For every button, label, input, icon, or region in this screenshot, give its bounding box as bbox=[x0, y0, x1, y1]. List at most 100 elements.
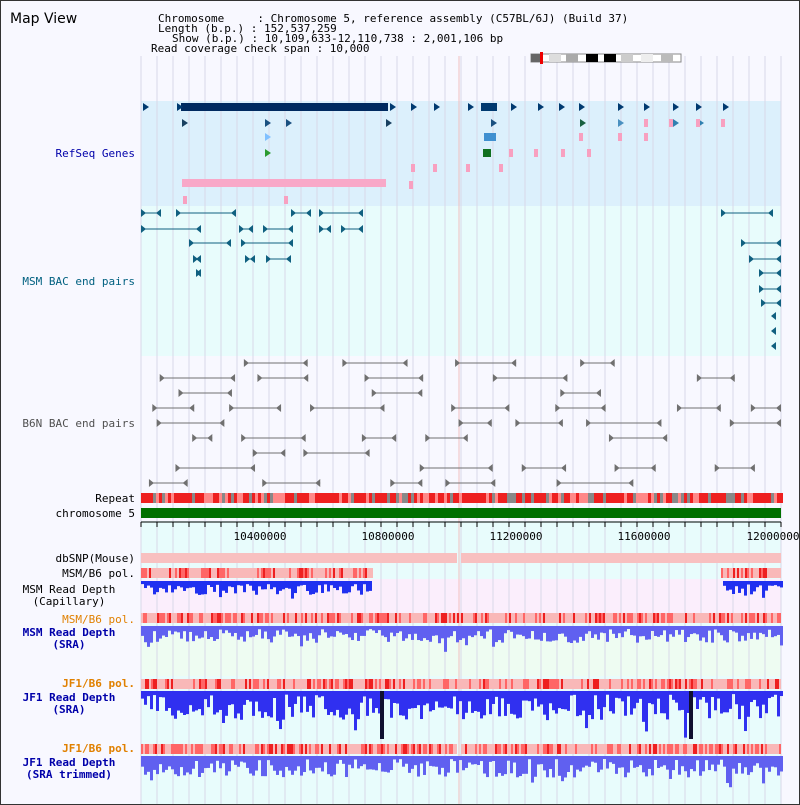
depth-bar bbox=[294, 756, 297, 771]
pol-cell bbox=[545, 613, 547, 623]
depth-bar bbox=[186, 626, 189, 642]
pol-cell bbox=[473, 679, 475, 689]
pol-cell bbox=[155, 679, 157, 689]
pol-cell bbox=[431, 613, 433, 623]
depth-bar bbox=[159, 626, 162, 639]
depth-bar bbox=[384, 691, 387, 700]
pol-cell bbox=[389, 553, 391, 563]
depth-bar bbox=[585, 626, 588, 634]
pol-cell bbox=[713, 744, 715, 754]
pol-cell bbox=[257, 744, 259, 754]
b6n-bac-pair-end bbox=[557, 419, 563, 427]
depth-bar bbox=[762, 626, 765, 635]
depth-bar bbox=[552, 626, 555, 641]
pol-cell bbox=[541, 553, 543, 563]
pol-cell bbox=[773, 553, 775, 563]
pol-cell bbox=[263, 679, 265, 689]
pol-cell bbox=[299, 679, 301, 689]
pol-cell bbox=[725, 744, 727, 754]
depth-bar bbox=[591, 626, 594, 638]
pol-cell bbox=[259, 553, 261, 563]
depth-bar bbox=[234, 691, 237, 719]
pol-cell bbox=[657, 553, 659, 563]
depth-bar bbox=[213, 581, 216, 592]
depth-bar bbox=[726, 626, 729, 643]
depth-bar bbox=[513, 691, 516, 715]
depth-bar bbox=[516, 626, 519, 635]
depth-bar bbox=[225, 581, 228, 593]
pol-cell bbox=[513, 613, 515, 623]
depth-bar bbox=[711, 626, 714, 643]
depth-bar bbox=[411, 626, 414, 640]
repeat-block bbox=[636, 493, 639, 503]
pol-cell bbox=[697, 613, 699, 623]
pol-cell bbox=[545, 679, 547, 689]
depth-bar bbox=[576, 691, 579, 717]
b6n-bac-pair-end bbox=[515, 419, 521, 427]
pol-cell bbox=[529, 553, 531, 563]
pol-cell bbox=[509, 744, 511, 754]
pol-cell bbox=[273, 553, 275, 563]
pol-cell bbox=[417, 553, 419, 563]
pol-cell bbox=[297, 613, 299, 623]
pol-cell bbox=[765, 553, 767, 563]
pol-cell bbox=[617, 744, 619, 754]
pol-cell bbox=[729, 568, 731, 578]
pol-cell bbox=[779, 679, 781, 689]
pol-cell bbox=[529, 613, 531, 623]
repeat-block bbox=[552, 493, 555, 503]
depth-bar bbox=[282, 626, 285, 630]
pol-cell bbox=[245, 613, 247, 623]
depth-bar bbox=[363, 581, 366, 585]
pol-cell bbox=[725, 679, 727, 689]
pol-cell bbox=[617, 553, 619, 563]
pol-cell bbox=[573, 613, 575, 623]
depth-spike bbox=[380, 691, 384, 739]
pol-cell bbox=[161, 568, 163, 578]
b6n-bac-pair-end bbox=[391, 434, 397, 442]
pol-cell bbox=[613, 744, 615, 754]
pol-cell bbox=[575, 744, 577, 754]
depth-bar bbox=[180, 691, 183, 713]
pol-cell bbox=[697, 744, 699, 754]
pol-cell bbox=[159, 679, 161, 689]
depth-bar bbox=[699, 691, 702, 700]
repeat-block bbox=[255, 493, 258, 503]
msm-bac-pair-end bbox=[288, 225, 293, 233]
pol-cell bbox=[617, 679, 619, 689]
pol-cell bbox=[351, 679, 353, 689]
depth-bar bbox=[354, 626, 357, 633]
pol-cell bbox=[547, 553, 549, 563]
depth-bar bbox=[156, 581, 159, 593]
pol-cell bbox=[685, 613, 687, 623]
b6n-bac-pair-end bbox=[300, 434, 306, 442]
b6n-bac-pair-end bbox=[189, 404, 195, 412]
pol-cell bbox=[513, 679, 515, 689]
depth-bar bbox=[405, 626, 408, 639]
pol-cell bbox=[317, 568, 319, 578]
pol-cell bbox=[215, 679, 217, 689]
pol-cell bbox=[347, 553, 349, 563]
pol-cell bbox=[351, 744, 353, 754]
pol-cell bbox=[553, 744, 555, 754]
pol-cell bbox=[617, 613, 619, 623]
pol-cell bbox=[647, 744, 649, 754]
gene-arrow bbox=[386, 119, 392, 127]
depth-bar bbox=[327, 581, 330, 592]
depth-bar bbox=[582, 626, 585, 641]
pol-cell bbox=[735, 679, 737, 689]
depth-bar bbox=[444, 626, 447, 652]
pol-cell bbox=[343, 744, 345, 754]
pol-cell bbox=[561, 744, 563, 754]
repeat-block bbox=[210, 493, 213, 503]
depth-bar bbox=[528, 691, 531, 702]
pol-cell bbox=[425, 744, 427, 754]
depth-bar bbox=[261, 581, 264, 590]
depth-bar bbox=[723, 756, 726, 767]
pol-cell bbox=[745, 679, 747, 689]
pol-cell bbox=[717, 613, 719, 623]
pol-cell bbox=[411, 679, 413, 689]
pol-cell bbox=[605, 679, 607, 689]
depth-bar bbox=[609, 626, 612, 630]
